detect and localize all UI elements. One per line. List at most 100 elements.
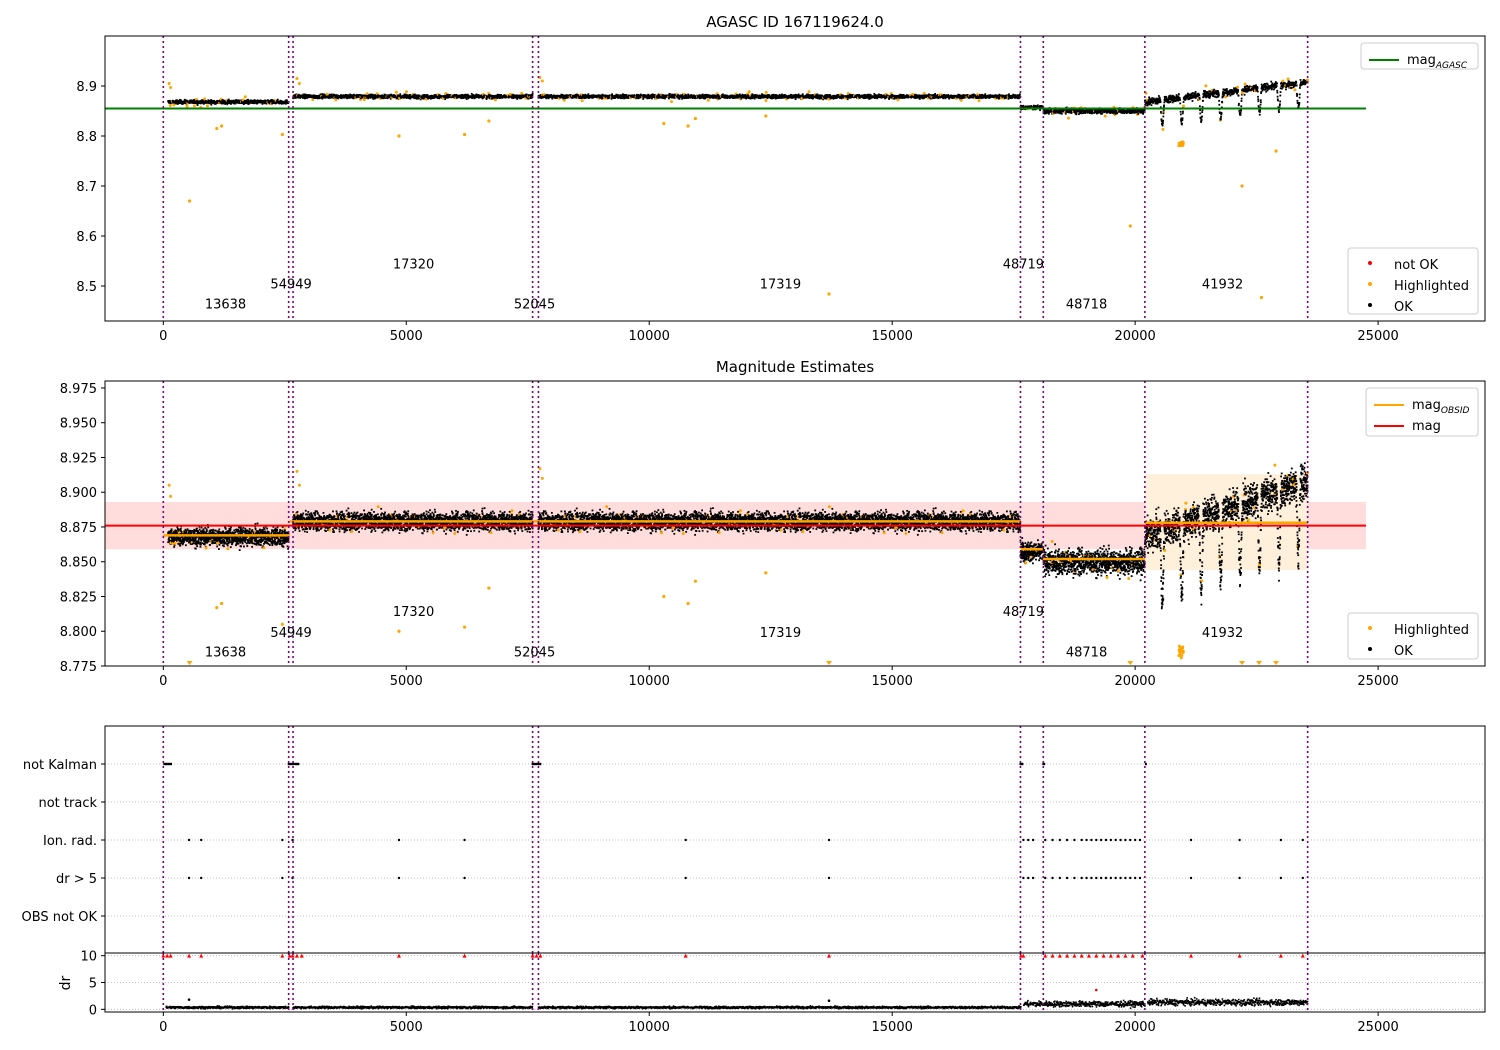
ok-point (232, 99, 235, 102)
ok-point (914, 94, 916, 97)
ok-point (321, 96, 324, 99)
ok-point (744, 94, 747, 96)
ok-point (399, 93, 402, 96)
ok-point (863, 97, 865, 100)
ok-point (349, 93, 351, 96)
highlighted-point (493, 98, 497, 102)
ok-point (668, 93, 671, 95)
ok-point (493, 96, 496, 99)
ok-point (500, 94, 503, 96)
ok-point (610, 97, 613, 100)
ok-point (193, 99, 196, 101)
ok-point (650, 93, 653, 96)
ok-point (766, 97, 769, 99)
ok-point (700, 96, 703, 99)
ok-point (863, 93, 866, 96)
ok-point (687, 93, 689, 96)
ok-point (340, 97, 343, 100)
ok-point (685, 94, 688, 97)
ok-point (573, 94, 576, 97)
ok-point (606, 94, 609, 97)
ok-point (576, 95, 579, 98)
ok-point (900, 96, 903, 98)
ok-point (222, 99, 225, 102)
ok-point (701, 93, 704, 96)
ok-point (201, 99, 204, 102)
ok-point (891, 97, 894, 100)
ok-point (800, 96, 802, 98)
ok-point (646, 94, 649, 97)
ok-point (276, 98, 279, 101)
ok-point (234, 102, 237, 105)
ok-point (858, 93, 861, 96)
ok-point (319, 93, 322, 96)
ok-point (485, 98, 488, 100)
ok-point (347, 95, 349, 98)
ok-point (199, 100, 202, 102)
ok-point (790, 93, 792, 96)
ok-point (280, 102, 283, 105)
ok-point (347, 94, 350, 97)
ok-point (263, 102, 266, 105)
ok-point (869, 94, 872, 97)
ok-point (657, 94, 659, 97)
ok-point (350, 94, 353, 96)
ok-point (566, 96, 569, 99)
ok-point (343, 96, 346, 99)
ok-point (435, 94, 438, 97)
ok-point (561, 94, 564, 96)
ok-point (709, 96, 712, 99)
ok-point (330, 94, 333, 97)
ok-point (397, 94, 399, 97)
ok-point (292, 97, 295, 100)
ok-point (381, 94, 384, 97)
ok-point (369, 96, 372, 99)
ok-point (1080, 112, 1083, 115)
ok-point (539, 94, 542, 96)
highlighted-point (168, 104, 172, 108)
ok-point (601, 93, 604, 96)
ok-point (774, 97, 777, 100)
ok-point (600, 96, 603, 99)
ok-point (223, 99, 226, 102)
ok-point (703, 97, 705, 100)
ok-point (460, 97, 463, 100)
ok-point (740, 97, 743, 100)
ok-point (758, 94, 761, 97)
ok-point (545, 97, 548, 100)
highlighted-point (404, 90, 408, 94)
ok-point (352, 97, 355, 100)
highlighted-point (192, 104, 196, 108)
highlighted-point (670, 100, 674, 104)
ok-point (600, 94, 603, 97)
ok-point (772, 93, 775, 96)
ok-point (184, 99, 187, 102)
ok-point (374, 97, 376, 100)
ok-point (236, 101, 239, 104)
ok-point (694, 96, 697, 99)
ok-point (916, 94, 919, 97)
highlighted-point (807, 90, 811, 94)
ok-point (349, 96, 352, 99)
ok-point (426, 94, 429, 96)
ok-point (239, 99, 242, 102)
ok-point (382, 97, 385, 100)
ok-point (651, 97, 653, 100)
ok-point (389, 96, 392, 98)
ok-point (453, 96, 456, 99)
highlighted-point (334, 98, 338, 102)
ok-point (252, 99, 255, 102)
ok-point (294, 96, 297, 99)
ok-point (772, 97, 775, 100)
ok-point (874, 96, 876, 99)
ok-point (795, 93, 797, 96)
ok-point (446, 93, 449, 96)
ok-point (664, 97, 666, 100)
ok-point (180, 99, 182, 102)
ok-point (498, 94, 501, 96)
ok-point (1075, 112, 1078, 115)
ok-point (678, 97, 681, 100)
highlighted-point (394, 90, 398, 94)
ok-point (615, 96, 617, 99)
ok-point (651, 93, 654, 96)
